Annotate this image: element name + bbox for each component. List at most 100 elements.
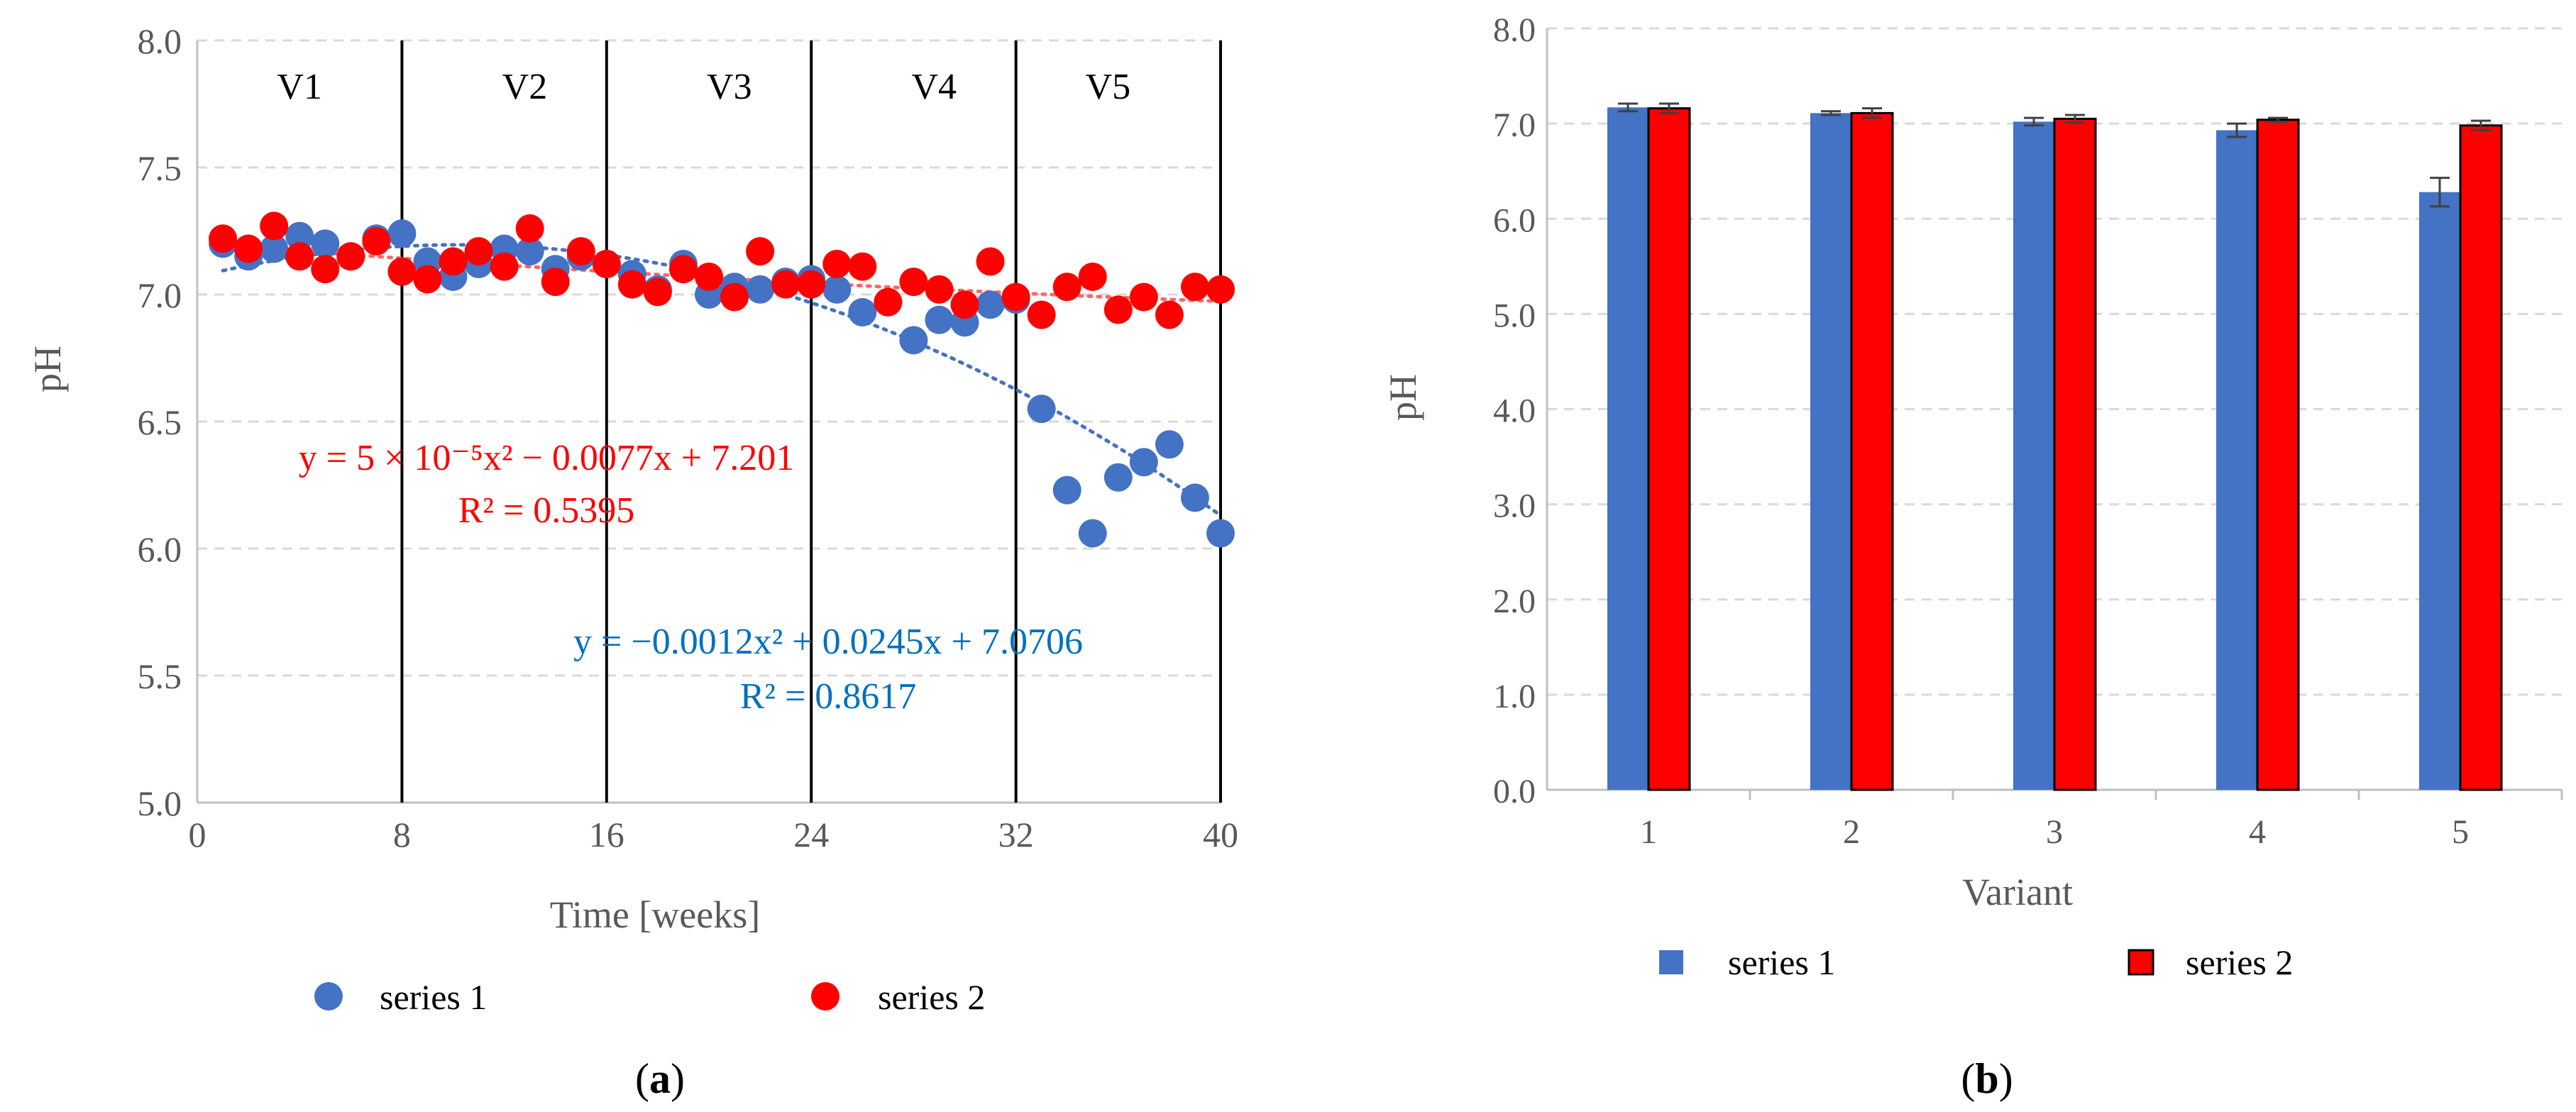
phase-label-v4: V4 (911, 67, 957, 107)
panel-a-scatter-chart: 5.0 5.5 6.0 6.5 7.0 7.5 8.0 0 8 16 24 32 40 V1 V2 V3 V4 V… (26, 21, 1238, 1017)
bar-series-1-variant-5 (2419, 192, 2460, 790)
y-tick-label: 2.0 (1493, 583, 1536, 620)
y-axis-title: pH (26, 346, 69, 392)
data-point-series-2 (234, 234, 263, 263)
data-point-series-2 (668, 255, 698, 284)
y-tick-label: 7.5 (138, 148, 182, 188)
data-point-series-1 (1052, 475, 1081, 505)
y-tick-label: 1.0 (1493, 678, 1536, 715)
data-point-series-2 (1078, 262, 1107, 291)
data-point-series-2 (260, 211, 289, 241)
bar-series-1-variant-1 (1607, 107, 1648, 791)
y-tick-label: 6.0 (138, 529, 182, 569)
x-tick-label: 24 (793, 815, 829, 854)
data-point-series-1 (1206, 519, 1235, 548)
data-point-series-2 (720, 282, 749, 312)
data-point-series-1 (387, 219, 417, 248)
data-point-series-1 (1180, 483, 1209, 512)
bar-series-1-variant-3 (2013, 121, 2054, 790)
data-point-series-2 (311, 255, 340, 284)
data-point-series-2 (976, 247, 1005, 276)
trend-equation-series-1: y = −0.0012x² + 0.0245x + 7.0706 (573, 622, 1083, 662)
y-tick-label: 4.0 (1493, 392, 1536, 430)
y-tick-label: 7.0 (138, 275, 182, 315)
data-point-series-2 (362, 226, 391, 255)
data-point-series-1 (848, 298, 877, 327)
data-point-series-1 (1027, 395, 1056, 424)
data-point-series-2 (413, 265, 442, 294)
data-point-series-2 (490, 252, 519, 281)
data-point-series-1 (285, 221, 314, 251)
data-point-series-2 (1129, 282, 1158, 312)
data-point-series-1 (899, 326, 928, 355)
panel-a-caption: (a) (635, 1055, 685, 1102)
data-point-series-2 (387, 257, 417, 286)
data-point-series-2 (848, 252, 877, 281)
data-point-series-2 (1027, 300, 1056, 329)
bar-series-2-variant-3 (2053, 117, 2097, 791)
legend-label-series-2: series 2 (878, 977, 985, 1017)
bar-series-2-variant-1 (1647, 107, 1691, 791)
data-point-series-2 (336, 242, 365, 271)
data-point-series-2 (515, 214, 544, 243)
y-tick-label: 5.0 (138, 783, 182, 823)
data-point-series-1 (746, 275, 775, 304)
x-tick-label: 5 (2452, 813, 2469, 851)
x-axis-title: Time [weeks] (550, 893, 760, 936)
y-tick-label: 5.0 (1493, 297, 1536, 334)
data-point-series-2 (592, 250, 621, 279)
legend-marker-series-1 (1659, 950, 1683, 974)
data-point-series-2 (695, 262, 723, 291)
data-point-series-2 (822, 250, 852, 279)
phase-label-v5: V5 (1086, 67, 1131, 107)
phase-label-v3: V3 (707, 67, 752, 107)
data-point-series-2 (1180, 273, 1209, 302)
y-tick-label: 8.0 (1493, 11, 1536, 49)
x-tick-label: 8 (393, 815, 411, 854)
data-point-series-1 (311, 229, 340, 258)
trend-equation-series-2: y = 5 × 10⁻⁵x² − 0.0077x + 7.201 (299, 438, 794, 478)
y-tick-label: 7.0 (1493, 106, 1536, 144)
phase-label-v1: V1 (277, 67, 322, 107)
data-point-series-1 (515, 237, 544, 266)
data-point-series-2 (439, 247, 468, 276)
data-point-series-2 (797, 270, 826, 299)
phase-label-v2: V2 (502, 67, 548, 107)
y-tick-label: 8.0 (138, 21, 182, 61)
bar-series-1-variant-4 (2216, 130, 2257, 791)
x-tick-label: 1 (1640, 813, 1657, 851)
data-point-series-1 (260, 234, 289, 263)
data-point-series-2 (1206, 275, 1235, 304)
x-tick-label: 2 (1843, 813, 1860, 851)
data-point-series-2 (1001, 282, 1030, 312)
panel-b-caption-letter: b (1975, 1055, 1998, 1102)
panel-b-bar-chart: 0.0 1.0 2.0 3.0 4.0 5.0 6.0 7.0 8.0 1 2 3 4 5 Variant p… (1382, 11, 2563, 982)
data-point-series-2 (643, 277, 672, 307)
r-squared-series-1: R² = 0.8617 (740, 676, 917, 717)
data-point-series-2 (950, 290, 979, 319)
bar-series-2-variant-4 (2256, 119, 2300, 791)
r-squared-series-2: R² = 0.5395 (458, 490, 635, 531)
data-point-series-2 (464, 237, 493, 266)
data-point-series-2 (209, 224, 238, 253)
legend-marker-series-2 (811, 982, 840, 1011)
data-point-series-2 (746, 237, 775, 266)
data-point-series-1 (1103, 463, 1133, 492)
legend-label-series-2: series 2 (2186, 942, 2293, 982)
x-tick-label: 3 (2046, 813, 2063, 851)
data-point-series-2 (617, 270, 646, 299)
legend-label-series-1: series 1 (380, 977, 487, 1017)
data-point-series-1 (1155, 430, 1184, 459)
y-tick-label: 3.0 (1493, 488, 1536, 525)
y-axis-title: pH (1382, 374, 1424, 421)
data-point-series-2 (541, 268, 570, 297)
data-point-series-2 (771, 270, 800, 299)
y-tick-label: 0.0 (1493, 773, 1536, 810)
y-tick-label: 6.0 (1493, 202, 1536, 239)
data-point-series-1 (1078, 519, 1107, 548)
data-point-series-2 (285, 242, 314, 271)
x-tick-label: 0 (189, 815, 207, 854)
legend-marker-series-2 (2128, 949, 2154, 976)
data-point-series-2 (899, 268, 928, 297)
x-tick-label: 4 (2249, 813, 2266, 851)
